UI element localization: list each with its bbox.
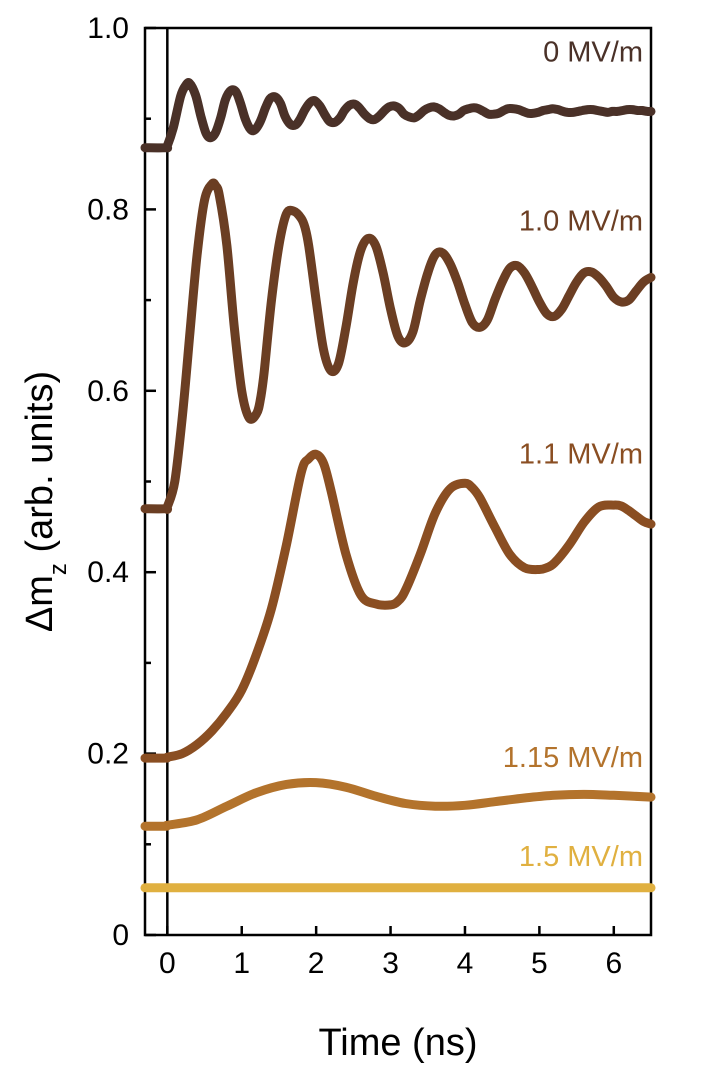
series-label: 1.15 MV/m [503,742,643,774]
series-label: 0 MV/m [543,37,643,69]
series-label: 1.0 MV/m [519,205,643,237]
y-tick-label: 0.8 [87,193,129,226]
series-line-1-0-mv-m [140,178,656,514]
data-series [140,78,656,893]
x-tick-label: 2 [308,947,325,980]
y-tick-label: 0.6 [87,375,129,408]
series-line-1-1-mv-m [140,449,656,763]
x-tick-label: 4 [457,947,474,980]
y-axis-title-units: (arb. units) [19,371,61,563]
x-tick-label: 0 [159,947,176,980]
series-line-0-mv-m [140,78,656,153]
x-axis-title: Time (ns) [318,1022,477,1064]
y-tick-label: 0.4 [87,556,129,589]
x-tick-label: 3 [382,947,399,980]
series-label: 1.5 MV/m [519,841,643,873]
tick-labels: 0 1 2 3 4 5 6 0 0.2 0.4 0.6 0.8 1.0 [87,12,622,980]
plot-area: 0 MV/m 1.0 MV/m 1.1 MV/m 1.15 MV/m 1.5 MV/m [140,26,656,937]
x-tick-label: 1 [233,947,250,980]
y-tick-label: 1.0 [87,12,129,45]
y-axis-title-subscript: z [45,563,72,575]
axis-ticks [145,26,616,937]
x-tick-label: 6 [605,947,622,980]
y-tick-label: 0.2 [87,738,129,771]
y-axis-title-main: Δm [19,575,61,632]
series-label: 1.1 MV/m [519,438,643,470]
series-labels: 0 MV/m 1.0 MV/m 1.1 MV/m 1.15 MV/m 1.5 MV/m [503,37,643,874]
y-tick-label: 0 [112,919,129,952]
series-line-1-15-mv-m [140,777,656,831]
x-tick-label: 5 [531,947,548,980]
y-axis-title: Δmz (arb. units) [19,371,72,632]
